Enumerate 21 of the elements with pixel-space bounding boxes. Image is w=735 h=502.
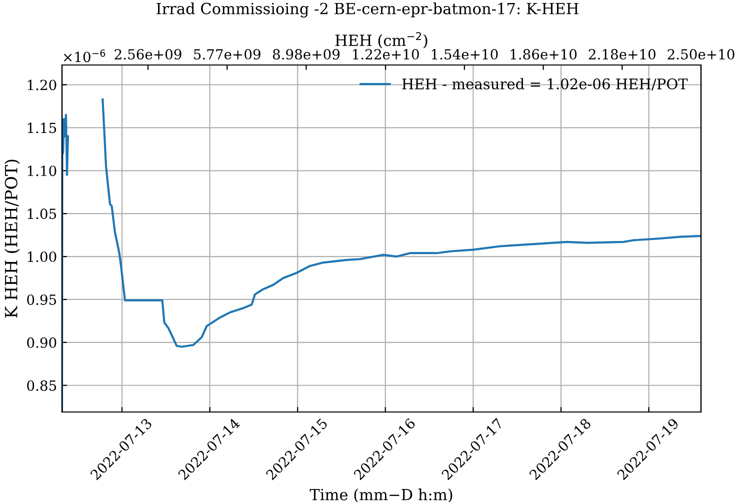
x2-tick-label: 1.86e+10 [510, 49, 577, 60]
text: ×10$^{−6}$ [64, 49, 106, 62]
x2-tick-label: 8.98e+09 [272, 49, 340, 60]
y-tick-label: 0.85 [27, 380, 56, 391]
legend-label: HEH - measured = 1.02e-06 HEH/POT [402, 78, 688, 91]
y-tick-label: 1.10 [28, 166, 56, 176]
x2-tick-label: 2.56e+09 [114, 49, 182, 60]
x2-tick-label: 5.77e+09 [194, 49, 260, 60]
x2-tick-label: 2.18e+10 [588, 49, 656, 60]
y-axis-title: K HEH (HEH/POT) [4, 160, 20, 318]
chart-title: Irrad Commissioing -2 BE-cern-epr-batmon-17: K-HEH [156, 2, 578, 18]
y-tick-label: 1.20 [28, 80, 56, 90]
x2-tick-label: 2.50e+10 [668, 49, 734, 60]
x2-tick-label: 1.54e+10 [432, 49, 498, 60]
x2-tick-label: 1.22e+10 [353, 49, 419, 60]
x2-axis-title: HEH (cm$^{−2}$) [335, 32, 428, 48]
y-tick-label: 0.95 [27, 294, 56, 305]
y-tick-label: 1.05 [28, 208, 56, 220]
y-tick-label: 1.15 [28, 122, 56, 134]
y-tick-label: 1.00 [28, 252, 56, 262]
y-tick-label: 0.90 [27, 337, 56, 348]
